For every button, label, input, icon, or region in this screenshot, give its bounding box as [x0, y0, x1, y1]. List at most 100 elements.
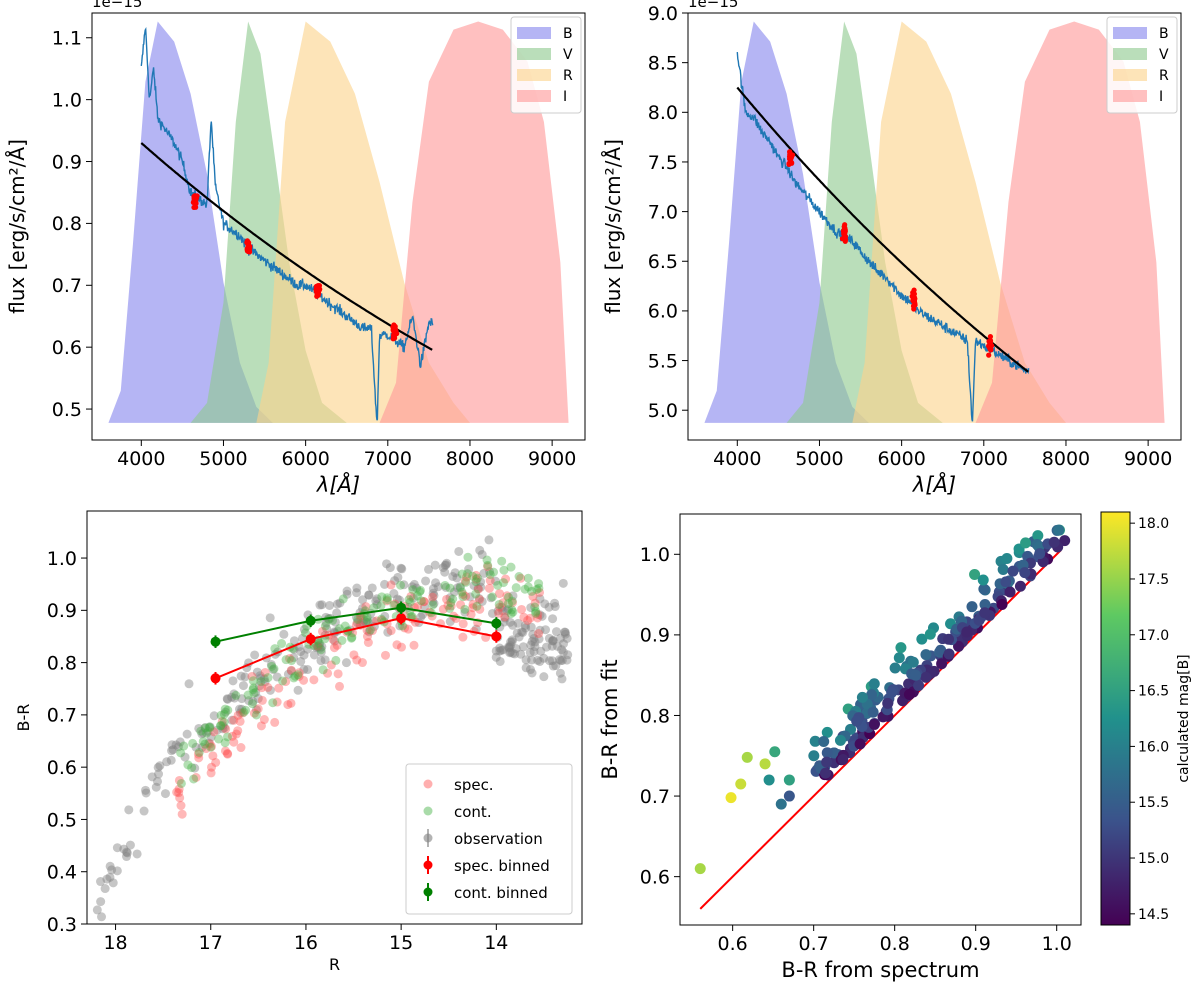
cont-point: [445, 603, 455, 613]
observation-point: [268, 665, 278, 675]
scatter-point: [821, 726, 833, 738]
observation-point: [440, 560, 450, 570]
cont-point: [523, 573, 533, 583]
spec-point: [249, 708, 259, 718]
observation-point: [526, 603, 536, 613]
legend-marker: [423, 779, 433, 789]
observation-point: [536, 646, 546, 656]
scatter-point: [953, 640, 965, 652]
y-tick-label: 0.6: [640, 866, 670, 888]
observation-point: [141, 785, 151, 795]
spec-point: [286, 698, 296, 708]
colorbar-tick-label: 14.5: [1138, 907, 1169, 923]
observation-point: [399, 580, 409, 590]
observation-point: [547, 656, 557, 666]
scatter-point: [769, 746, 781, 758]
observation-point: [448, 571, 458, 581]
spec-point: [221, 724, 231, 734]
fit-curve: [140, 142, 433, 351]
observation-point: [442, 558, 452, 568]
spec-point: [313, 641, 323, 651]
observation-point: [506, 637, 516, 647]
y-axis-label: flux [erg/s/cm²/Å]: [5, 139, 29, 314]
spec-point: [174, 784, 184, 794]
observation-point: [495, 646, 505, 656]
observation-point: [504, 642, 514, 652]
observation-point: [197, 729, 207, 739]
observation-point: [392, 594, 402, 604]
spec-point: [517, 604, 527, 614]
scatter-point: [808, 750, 820, 762]
colorbar-tick-label: 15.0: [1138, 851, 1169, 867]
cont-point: [523, 582, 533, 592]
axes-frame: [91, 12, 586, 441]
observation-point: [557, 655, 567, 665]
cont-point: [340, 621, 350, 631]
observation-point: [530, 637, 540, 647]
cont-point: [290, 671, 300, 681]
red-point: [789, 159, 795, 166]
cont-point: [220, 704, 230, 714]
spec-point: [495, 589, 505, 599]
observation-point: [521, 655, 531, 665]
spec-point: [222, 748, 232, 758]
cont-point: [493, 580, 503, 590]
observation-point: [450, 568, 460, 578]
axes-frame: [679, 513, 1082, 926]
observation-point: [265, 685, 275, 695]
red-point: [192, 193, 198, 199]
scatter-point: [763, 774, 775, 786]
observation-point: [535, 610, 545, 620]
observation-point: [139, 806, 149, 816]
observation-point: [514, 632, 524, 642]
observation-point: [105, 872, 115, 882]
cont-point: [338, 594, 348, 604]
observation-point: [562, 655, 572, 665]
spec-point: [235, 716, 245, 726]
spec-point: [257, 683, 267, 693]
spec-point: [283, 700, 293, 710]
observation-point: [521, 623, 531, 633]
cont-point: [527, 586, 537, 596]
observation-point: [507, 635, 517, 645]
observation-point: [341, 658, 351, 668]
observation-point: [428, 588, 438, 598]
spec-point: [485, 576, 495, 586]
scatter-point: [821, 747, 833, 759]
observation-point: [431, 578, 441, 588]
spec-point: [498, 598, 508, 608]
y-tick-label: 7.0: [648, 201, 678, 223]
observation-point: [525, 647, 535, 657]
cont-point: [506, 609, 516, 619]
observation-point: [167, 746, 177, 756]
cont-point: [287, 656, 297, 666]
observation-point: [539, 672, 549, 682]
observation-point: [529, 633, 539, 643]
cont-point: [318, 665, 328, 675]
spec-point: [317, 626, 327, 636]
plot-area: [694, 524, 1071, 910]
observation-point: [316, 647, 326, 657]
y-tick-label: 1.1: [52, 28, 82, 50]
cont-point: [248, 685, 258, 695]
spec-point: [458, 619, 468, 629]
cont-point: [507, 596, 517, 606]
cont-point: [471, 589, 481, 599]
cont-point: [534, 579, 544, 589]
observation-point: [206, 732, 216, 742]
identity-line: [699, 549, 1062, 910]
spec-point: [194, 753, 204, 763]
scatter-point: [735, 778, 747, 790]
observation-point: [173, 742, 183, 752]
observation-point: [364, 590, 374, 600]
x-tick-label: 0.6: [718, 933, 748, 955]
scatter-point: [924, 628, 936, 640]
observation-point: [530, 642, 540, 652]
cont-point: [404, 595, 414, 605]
observation-point: [303, 644, 313, 654]
cont-point: [223, 705, 233, 715]
observation-point: [535, 656, 545, 666]
observation-point: [505, 648, 515, 658]
red-point: [392, 335, 398, 341]
scatter-point: [961, 626, 973, 638]
